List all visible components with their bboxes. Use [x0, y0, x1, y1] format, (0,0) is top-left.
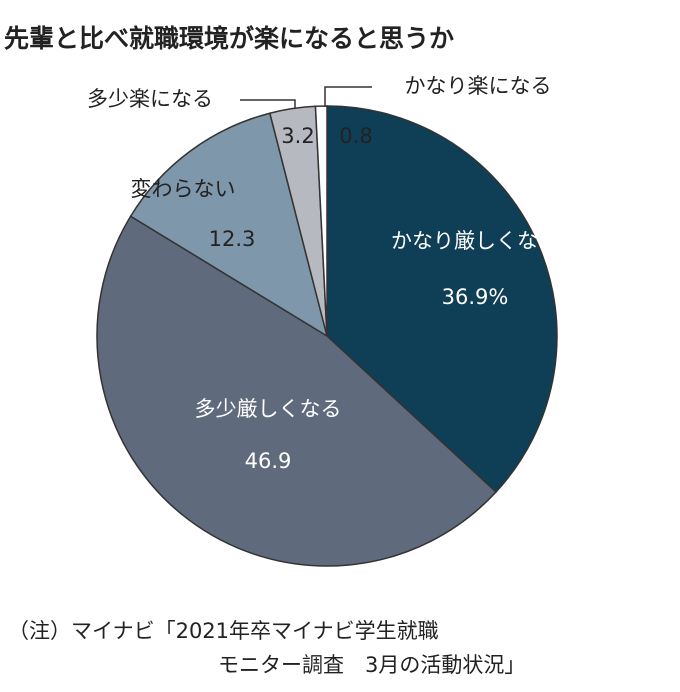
- source-note: モニター調査 3月の活動状況」: [218, 653, 525, 677]
- slice-label: 変わらない: [131, 177, 236, 201]
- source-note: （注）マイナビ「2021年卒マイナビ学生就職: [8, 619, 439, 643]
- value-label: 3.2: [281, 124, 314, 148]
- leader-line: [324, 86, 372, 112]
- value-label: 12.3: [209, 227, 256, 251]
- slice-label: 多少厳しくなる: [195, 397, 342, 421]
- pie-slice: [314, 105, 328, 337]
- pie-slice: [96, 215, 498, 567]
- slice-label: かなり厳しくなる: [391, 229, 559, 253]
- value-label: 0.8: [339, 124, 372, 148]
- pie-slice: [129, 112, 329, 338]
- value-label: 36.9%: [442, 285, 509, 309]
- chart-title: 先輩と比べ就職環境が楽になると思うか: [4, 24, 454, 53]
- value-label: 46.9: [245, 449, 292, 473]
- slice-label: 多少楽になる: [87, 87, 213, 111]
- slice-label: かなり楽になる: [405, 74, 552, 98]
- pie-slice: [326, 105, 558, 494]
